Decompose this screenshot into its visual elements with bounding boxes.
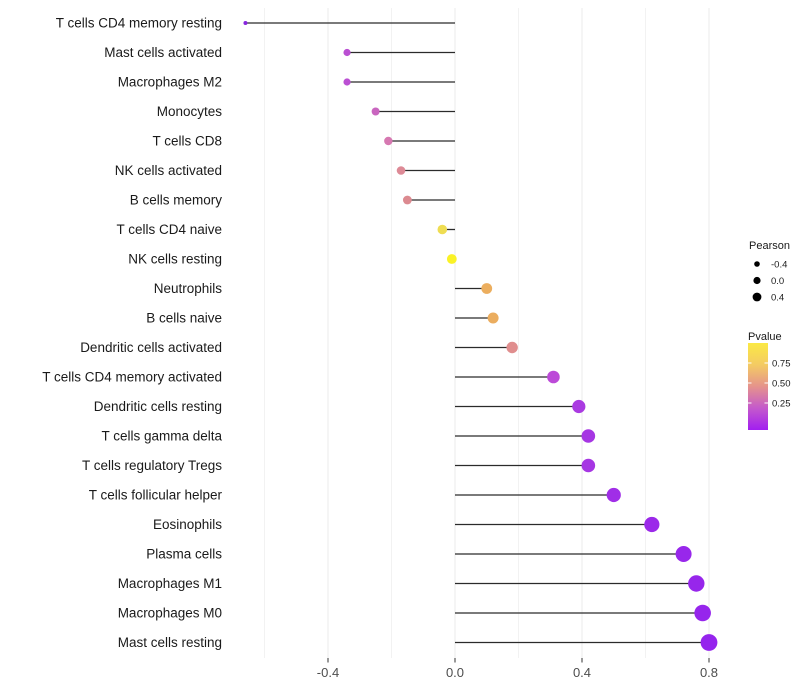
legend-pvalue-label: 0.25 <box>772 399 791 410</box>
x-tick-label: -0.4 <box>317 665 339 680</box>
lollipop-dot <box>481 283 493 294</box>
x-tick-label: 0.8 <box>700 665 718 680</box>
legend-pearson-label: 0.4 <box>771 293 784 304</box>
lollipop-dot <box>700 634 718 651</box>
y-axis-label: Macrophages M2 <box>118 75 222 90</box>
y-axis-label: T cells CD4 memory resting <box>56 16 222 31</box>
legend-pvalue-label: 0.75 <box>772 359 791 370</box>
lollipop-dot <box>572 399 586 414</box>
y-axis-label: T cells regulatory Tregs <box>82 458 222 473</box>
y-axis-label: Dendritic cells resting <box>94 399 222 414</box>
lollipop-dot <box>688 575 705 592</box>
y-axis-label: T cells CD4 memory activated <box>42 370 222 385</box>
legend-pvalue-title: Pvalue <box>748 331 782 343</box>
y-axis-label: Neutrophils <box>154 281 223 296</box>
lollipop-dot <box>675 546 692 562</box>
y-axis-label: NK cells activated <box>115 163 222 178</box>
y-axis-label: Macrophages M0 <box>118 606 222 621</box>
y-axis-label: B cells memory <box>130 193 223 208</box>
legend-pearson-dot <box>753 276 761 285</box>
y-axis-label: T cells CD8 <box>152 134 222 149</box>
y-axis-label: T cells CD4 naive <box>116 222 222 237</box>
lollipop-dot <box>384 136 393 146</box>
x-tick-label: 0.0 <box>446 665 464 680</box>
lollipop-dot <box>396 166 406 175</box>
lollipop-dot <box>581 429 596 443</box>
lollipop-dot <box>606 487 621 503</box>
lollipop-dot <box>581 458 596 473</box>
y-axis-label: Plasma cells <box>146 547 222 562</box>
legend-pearson-dot <box>754 261 760 267</box>
legend-pvalue-colorbar <box>748 343 768 430</box>
lollipop-dot <box>694 604 711 622</box>
legend-pearson-title: Pearson <box>749 240 790 252</box>
lollipop-dot <box>243 21 248 25</box>
y-axis-label: Dendritic cells activated <box>80 340 222 355</box>
lollipop-dot <box>371 107 380 116</box>
y-axis-label: B cells naive <box>146 311 222 326</box>
y-axis-label: NK cells resting <box>128 252 222 267</box>
y-axis-label: Monocytes <box>157 104 223 119</box>
legend-pvalue-label: 0.50 <box>772 379 791 390</box>
legend-pearson-dot <box>752 292 762 302</box>
lollipop-dot <box>446 254 457 264</box>
legend-pearson-label: 0.0 <box>771 276 784 287</box>
y-axis-label: Mast cells activated <box>104 45 222 60</box>
lollipop-dot <box>487 312 499 324</box>
lollipop-dot <box>644 516 660 533</box>
lollipop-dot <box>343 48 351 57</box>
y-axis-label: Mast cells resting <box>118 635 222 650</box>
y-axis-label: Macrophages M1 <box>118 576 222 591</box>
lollipop-dot <box>437 224 448 235</box>
lollipop-dot <box>506 341 518 354</box>
lollipop-dot <box>402 195 412 205</box>
y-axis-label: T cells follicular helper <box>89 488 223 503</box>
lollipop-dot <box>547 370 560 384</box>
legend-pearson-label: -0.4 <box>771 260 787 271</box>
lollipop-dot <box>343 78 351 86</box>
y-axis-label: Eosinophils <box>153 517 222 532</box>
x-tick-label: 0.4 <box>573 665 591 680</box>
y-axis-label: T cells gamma delta <box>101 429 222 444</box>
